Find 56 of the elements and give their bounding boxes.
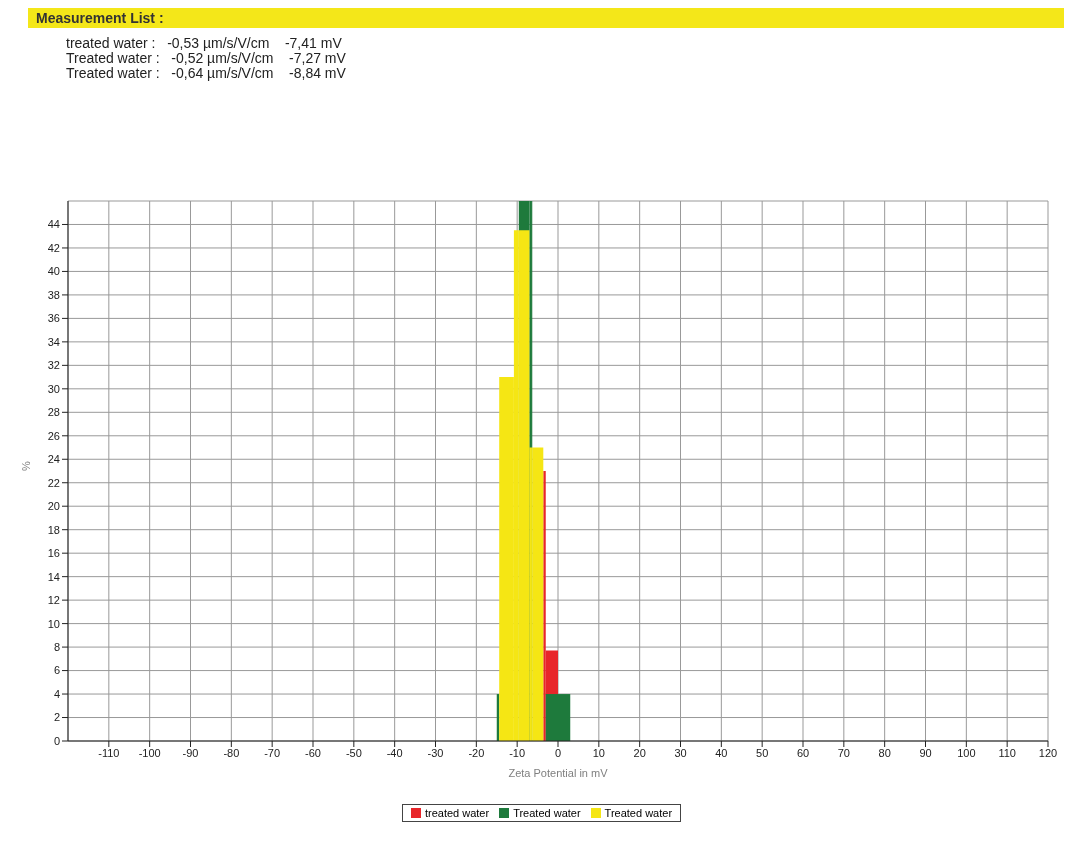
y-tick-label: 8 [53,640,60,653]
x-tick-label: 110 [998,746,1016,759]
x-tick-label: 40 [715,746,728,759]
y-tick-label: 18 [47,523,60,536]
y-tick-label: 22 [47,476,60,489]
x-tick-label: 100 [957,746,976,759]
chart-title: Measurement List : [28,8,1064,28]
y-tick-label: 24 [47,453,60,466]
y-tick-label: 12 [47,594,60,607]
y-tick-label: 42 [47,241,60,254]
y-tick-label: 40 [47,265,60,278]
legend-label: Treated water [604,807,673,819]
text: Treated water : -0,64 µm/s/V/cm -8,84 mV [66,65,347,81]
x-tick-label: 50 [756,746,769,759]
text: Treated water : -0,52 µm/s/V/cm -7,27 mV [66,50,347,66]
x-tick-label: 20 [633,746,646,759]
x-tick-label: 90 [919,746,932,759]
x-tick-label: -90 [182,746,199,759]
x-tick-label: -40 [386,746,403,759]
x-tick-label: 120 [1038,746,1058,759]
y-tick-label: 36 [47,312,60,325]
y-tick-label: 0 [53,734,60,747]
y-tick-label: 26 [47,429,60,442]
y-tick-label: 10 [47,617,60,630]
y-tick-label: 4 [53,687,60,700]
x-tick-label: -30 [427,746,444,759]
x-tick-label: 70 [837,746,850,759]
y-tick-label: 20 [47,500,60,513]
y-tick-label: 2 [53,711,60,724]
x-tick-label: -20 [468,746,485,759]
y-tick-label: 6 [53,664,60,677]
y-tick-label: 34 [47,335,60,348]
text: treated water : -0,53 µm/s/V/cm -7,41 mV [66,35,343,51]
y-tick-label: 14 [47,570,60,583]
x-tick-label: -100 [138,746,161,759]
x-tick-label: -70 [264,746,281,759]
x-tick-label: -80 [223,746,240,759]
y-tick-label: 32 [47,359,60,372]
y-tick-label: 44 [47,218,60,231]
x-tick-label: 10 [592,746,605,759]
x-tick-label: 0 [554,746,562,759]
y-tick-label: 38 [47,288,60,301]
legend-label: Treated water [513,807,581,819]
legend-label: treated water [424,807,490,819]
y-tick-label: 16 [47,547,60,560]
x-axis-title: Zeta Potential in mV [508,767,609,779]
x-tick-label: 60 [796,746,810,759]
x-tick-label: 80 [878,746,891,759]
x-tick-label: -10 [509,746,526,759]
y-tick-label: 30 [47,382,60,395]
y-axis-title: % [19,461,32,471]
x-tick-label: -110 [98,746,120,759]
x-tick-label: -60 [305,746,321,759]
x-tick-label: 30 [674,746,687,759]
y-tick-label: 28 [47,406,60,419]
x-tick-label: -50 [345,746,362,759]
